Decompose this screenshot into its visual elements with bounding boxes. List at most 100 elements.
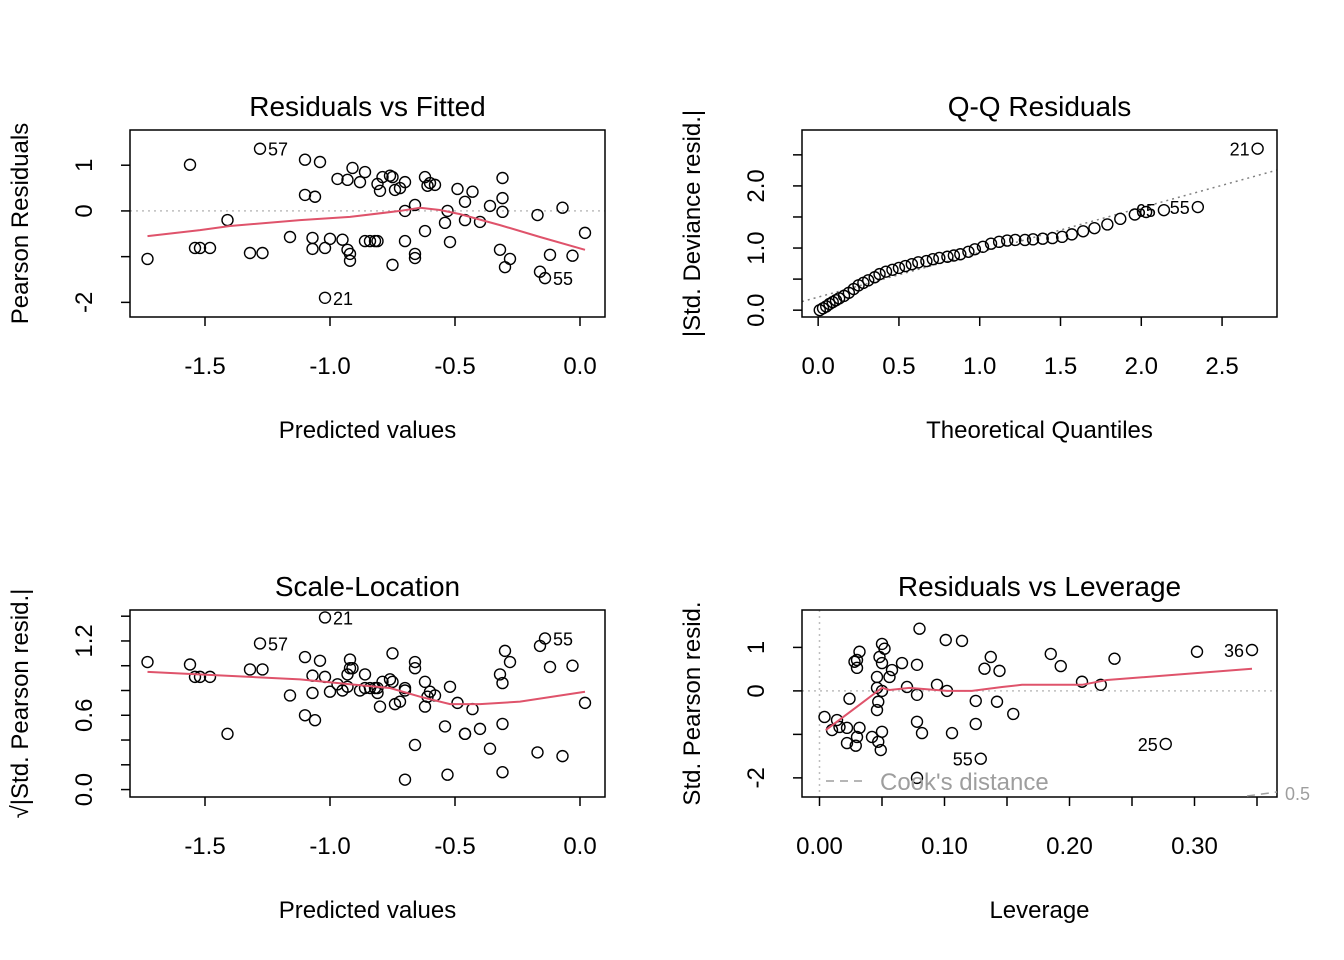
data-point bbox=[1026, 233, 1040, 246]
data-point bbox=[306, 231, 319, 245]
data-point bbox=[830, 713, 844, 727]
data-point bbox=[1036, 232, 1049, 245]
data-point bbox=[496, 191, 509, 205]
data-point bbox=[193, 670, 207, 684]
data-point bbox=[1076, 225, 1090, 238]
y-tick-label: 0 bbox=[743, 684, 770, 697]
data-point bbox=[984, 237, 998, 250]
data-point bbox=[886, 263, 899, 276]
data-point bbox=[386, 258, 399, 272]
data-point bbox=[408, 655, 422, 669]
data-point bbox=[873, 267, 886, 281]
x-tick-label: 0.10 bbox=[921, 833, 968, 860]
data-point bbox=[318, 291, 332, 304]
smoother-line bbox=[147, 670, 586, 706]
data-point bbox=[408, 662, 422, 675]
point-label: 57 bbox=[268, 140, 288, 160]
data-point bbox=[912, 256, 925, 269]
y-tick-label: 2.0 bbox=[743, 169, 770, 202]
point-label: 55 bbox=[553, 269, 573, 289]
data-point bbox=[358, 165, 372, 179]
data-point bbox=[543, 660, 557, 674]
data-point bbox=[885, 663, 899, 677]
data-point bbox=[373, 184, 387, 198]
data-point bbox=[849, 739, 862, 752]
data-point bbox=[398, 175, 412, 189]
data-point bbox=[556, 201, 569, 214]
y-tick-label: 1.2 bbox=[71, 624, 98, 657]
data-point bbox=[1251, 142, 1264, 155]
data-point bbox=[926, 253, 940, 266]
data-point bbox=[408, 738, 422, 752]
data-point bbox=[1101, 218, 1114, 231]
data-point bbox=[1007, 707, 1020, 721]
data-point bbox=[283, 689, 297, 702]
data-point bbox=[141, 252, 154, 266]
data-point bbox=[358, 668, 372, 681]
data-point bbox=[556, 749, 569, 763]
plot-area bbox=[802, 142, 1277, 317]
data-point bbox=[371, 234, 384, 248]
data-point bbox=[850, 661, 864, 675]
y-tick-label: 0 bbox=[71, 204, 98, 217]
data-point bbox=[376, 170, 389, 184]
data-point bbox=[900, 680, 914, 694]
data-point bbox=[386, 675, 399, 689]
smoother-line bbox=[147, 206, 586, 251]
y-axis-label: Std. Pearson resid. bbox=[679, 601, 706, 805]
data-point bbox=[910, 715, 924, 728]
point-label: 21 bbox=[1230, 140, 1250, 160]
data-point bbox=[298, 188, 312, 202]
data-point bbox=[883, 670, 896, 684]
data-point bbox=[466, 702, 479, 716]
data-point bbox=[1191, 200, 1205, 214]
plot-area bbox=[802, 610, 1277, 797]
data-point bbox=[496, 676, 509, 690]
data-point bbox=[920, 254, 933, 268]
data-point bbox=[910, 771, 924, 785]
data-point bbox=[1046, 231, 1059, 245]
x-tick-label: -0.5 bbox=[434, 833, 475, 860]
data-point bbox=[343, 653, 357, 666]
data-point bbox=[1190, 645, 1204, 658]
data-point bbox=[243, 246, 257, 260]
x-tick-label: 2.0 bbox=[1125, 353, 1158, 380]
data-point bbox=[483, 742, 497, 755]
data-point bbox=[578, 226, 592, 240]
x-tick-label: -1.5 bbox=[184, 353, 225, 380]
data-point bbox=[451, 696, 464, 710]
data-point bbox=[451, 182, 464, 196]
data-point bbox=[984, 650, 997, 664]
data-point bbox=[256, 663, 269, 676]
data-point bbox=[840, 736, 854, 750]
data-point bbox=[853, 721, 866, 735]
y-axis-label: Pearson Residuals bbox=[7, 123, 34, 324]
y-tick-label: 0.0 bbox=[743, 293, 770, 326]
y-axis-label: |Std. Deviance resid.| bbox=[679, 110, 706, 337]
x-axis-label: Predicted values bbox=[279, 417, 456, 444]
point-label: 55 bbox=[553, 629, 573, 649]
data-point bbox=[418, 675, 432, 689]
y-tick-label: 1.0 bbox=[743, 231, 770, 264]
data-point bbox=[969, 694, 982, 708]
data-point bbox=[441, 768, 454, 781]
data-point bbox=[306, 242, 319, 256]
data-point bbox=[398, 234, 412, 248]
data-point bbox=[193, 241, 207, 255]
smoother-line bbox=[825, 667, 1253, 731]
data-point bbox=[945, 726, 959, 740]
cooks-distance-contour bbox=[1246, 791, 1278, 797]
point-label: 65 bbox=[1136, 201, 1156, 221]
data-point bbox=[398, 681, 412, 695]
cooks-contour-label: 0.5 bbox=[1285, 784, 1310, 804]
plot-title: Residuals vs Fitted bbox=[249, 91, 486, 122]
data-point bbox=[1075, 675, 1089, 688]
data-point bbox=[848, 655, 861, 668]
data-point bbox=[538, 271, 552, 285]
y-tick-label: 0.6 bbox=[71, 699, 98, 732]
data-point bbox=[336, 233, 349, 246]
data-point bbox=[221, 213, 234, 227]
data-point bbox=[993, 664, 1006, 678]
data-point bbox=[1000, 234, 1014, 247]
data-point bbox=[1044, 647, 1057, 661]
